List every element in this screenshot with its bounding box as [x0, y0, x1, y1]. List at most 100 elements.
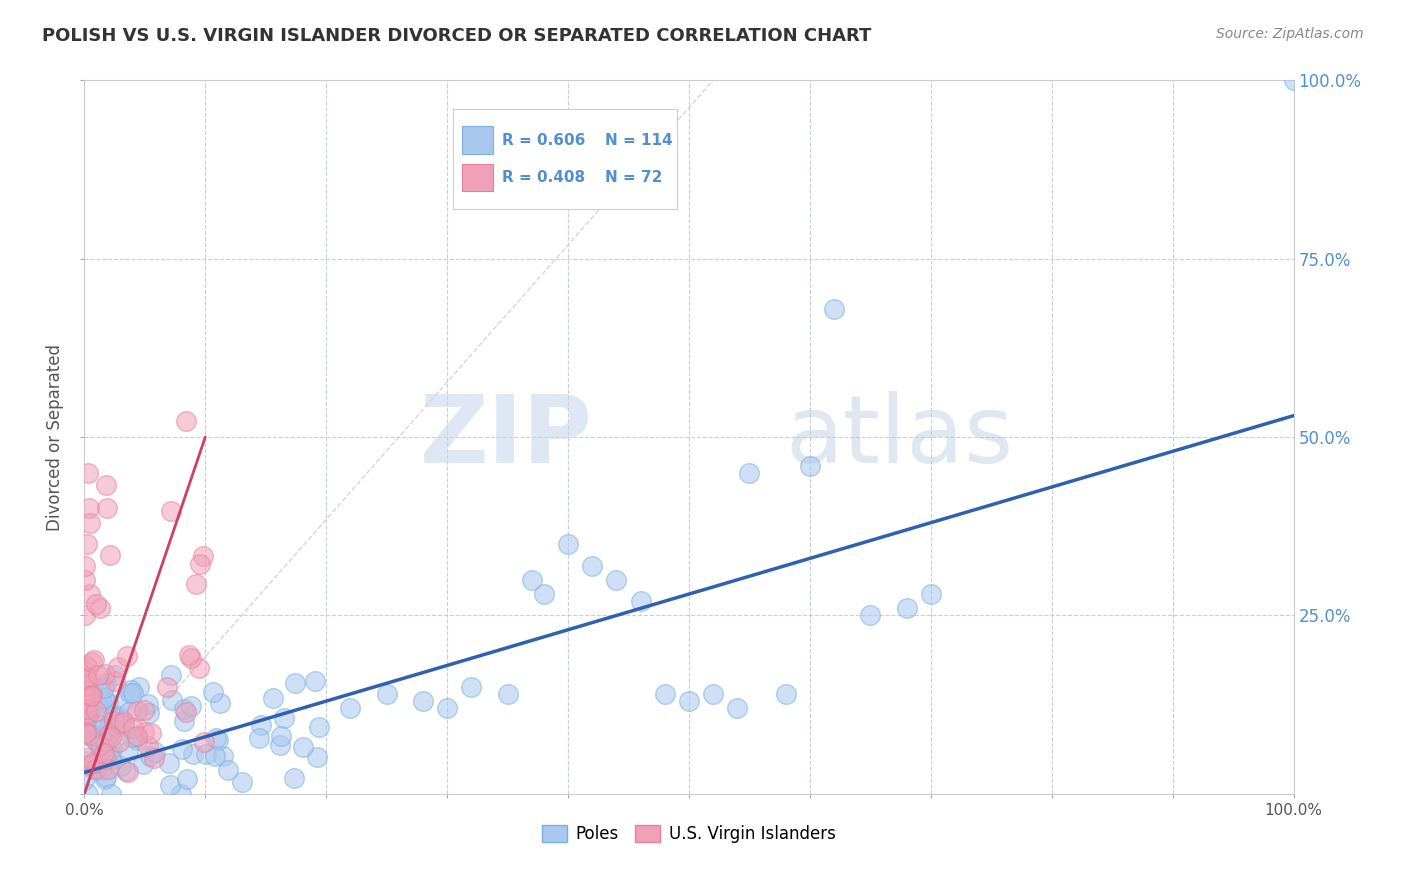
Point [134, 702, 156, 716]
Point [247, 731, 270, 746]
Point [143, 745, 166, 759]
Point [75, 688, 97, 702]
Point [79, 706, 101, 721]
Point [82, 762, 104, 776]
Point [114, 764, 136, 778]
Point [80, 728, 103, 742]
Point [79, 516, 101, 530]
Point [90, 696, 112, 710]
Point [75, 573, 97, 587]
Point [98, 721, 121, 735]
Point [75, 657, 97, 672]
Point [138, 706, 160, 721]
Point [73, 773, 96, 788]
Point [100, 731, 122, 745]
Point [84, 756, 107, 771]
Point [110, 758, 132, 772]
Point [305, 750, 328, 764]
Point [127, 729, 149, 743]
Point [136, 697, 159, 711]
Point [97, 728, 120, 742]
Point [201, 685, 224, 699]
Point [94, 478, 117, 492]
Point [96, 500, 118, 515]
Point [77, 501, 100, 516]
Point [173, 702, 195, 716]
Point [89, 738, 111, 752]
Point [82, 756, 104, 771]
Point [76, 711, 98, 725]
Point [121, 722, 143, 736]
Point [80, 689, 103, 703]
Point [84, 704, 107, 718]
Point [127, 733, 149, 747]
Point [775, 687, 797, 701]
Point [101, 740, 124, 755]
Point [132, 724, 155, 739]
Point [86, 763, 108, 777]
Point [262, 690, 284, 705]
Point [142, 751, 165, 765]
Point [283, 771, 305, 785]
Point [173, 714, 195, 729]
Point [73, 725, 96, 739]
Point [738, 466, 761, 480]
Point [139, 726, 162, 740]
Point [120, 683, 142, 698]
Point [160, 504, 183, 518]
Point [89, 600, 111, 615]
Point [93, 691, 115, 706]
Point [117, 764, 139, 779]
Point [76, 724, 98, 739]
Point [94, 772, 117, 786]
Point [84, 734, 107, 748]
Point [93, 722, 115, 736]
Point [77, 661, 100, 675]
Point [339, 701, 361, 715]
Point [155, 680, 177, 694]
Point [84, 598, 107, 612]
Point [75, 672, 97, 686]
Point [859, 608, 882, 623]
Point [82, 656, 104, 670]
Point [375, 687, 398, 701]
Point [86, 717, 108, 731]
Point [93, 681, 115, 695]
Point [127, 704, 149, 718]
Point [557, 537, 579, 551]
Point [412, 694, 434, 708]
Point [100, 747, 122, 762]
Point [114, 714, 136, 729]
Point [89, 681, 111, 695]
Point [121, 730, 143, 744]
Point [79, 587, 101, 601]
Point [108, 735, 131, 749]
Point [103, 707, 125, 722]
Point [799, 458, 821, 473]
Point [187, 661, 209, 675]
Text: POLISH VS U.S. VIRGIN ISLANDER DIVORCED OR SEPARATED CORRELATION CHART: POLISH VS U.S. VIRGIN ISLANDER DIVORCED … [42, 27, 872, 45]
Point [496, 687, 519, 701]
Point [920, 587, 942, 601]
Point [207, 733, 229, 747]
Point [98, 714, 121, 729]
Point [217, 763, 239, 777]
Point [136, 739, 159, 753]
Point [204, 731, 226, 745]
Point [284, 676, 307, 690]
Point [75, 677, 97, 691]
Point [76, 751, 98, 765]
Point [308, 720, 330, 734]
Point [93, 735, 115, 749]
Point [211, 749, 233, 764]
Point [75, 719, 97, 733]
Point [96, 676, 118, 690]
Point [436, 701, 458, 715]
Point [630, 594, 652, 608]
Point [533, 587, 555, 601]
Point [581, 558, 603, 573]
Point [188, 558, 211, 572]
Point [174, 414, 197, 428]
Point [94, 667, 117, 681]
Point [124, 730, 146, 744]
